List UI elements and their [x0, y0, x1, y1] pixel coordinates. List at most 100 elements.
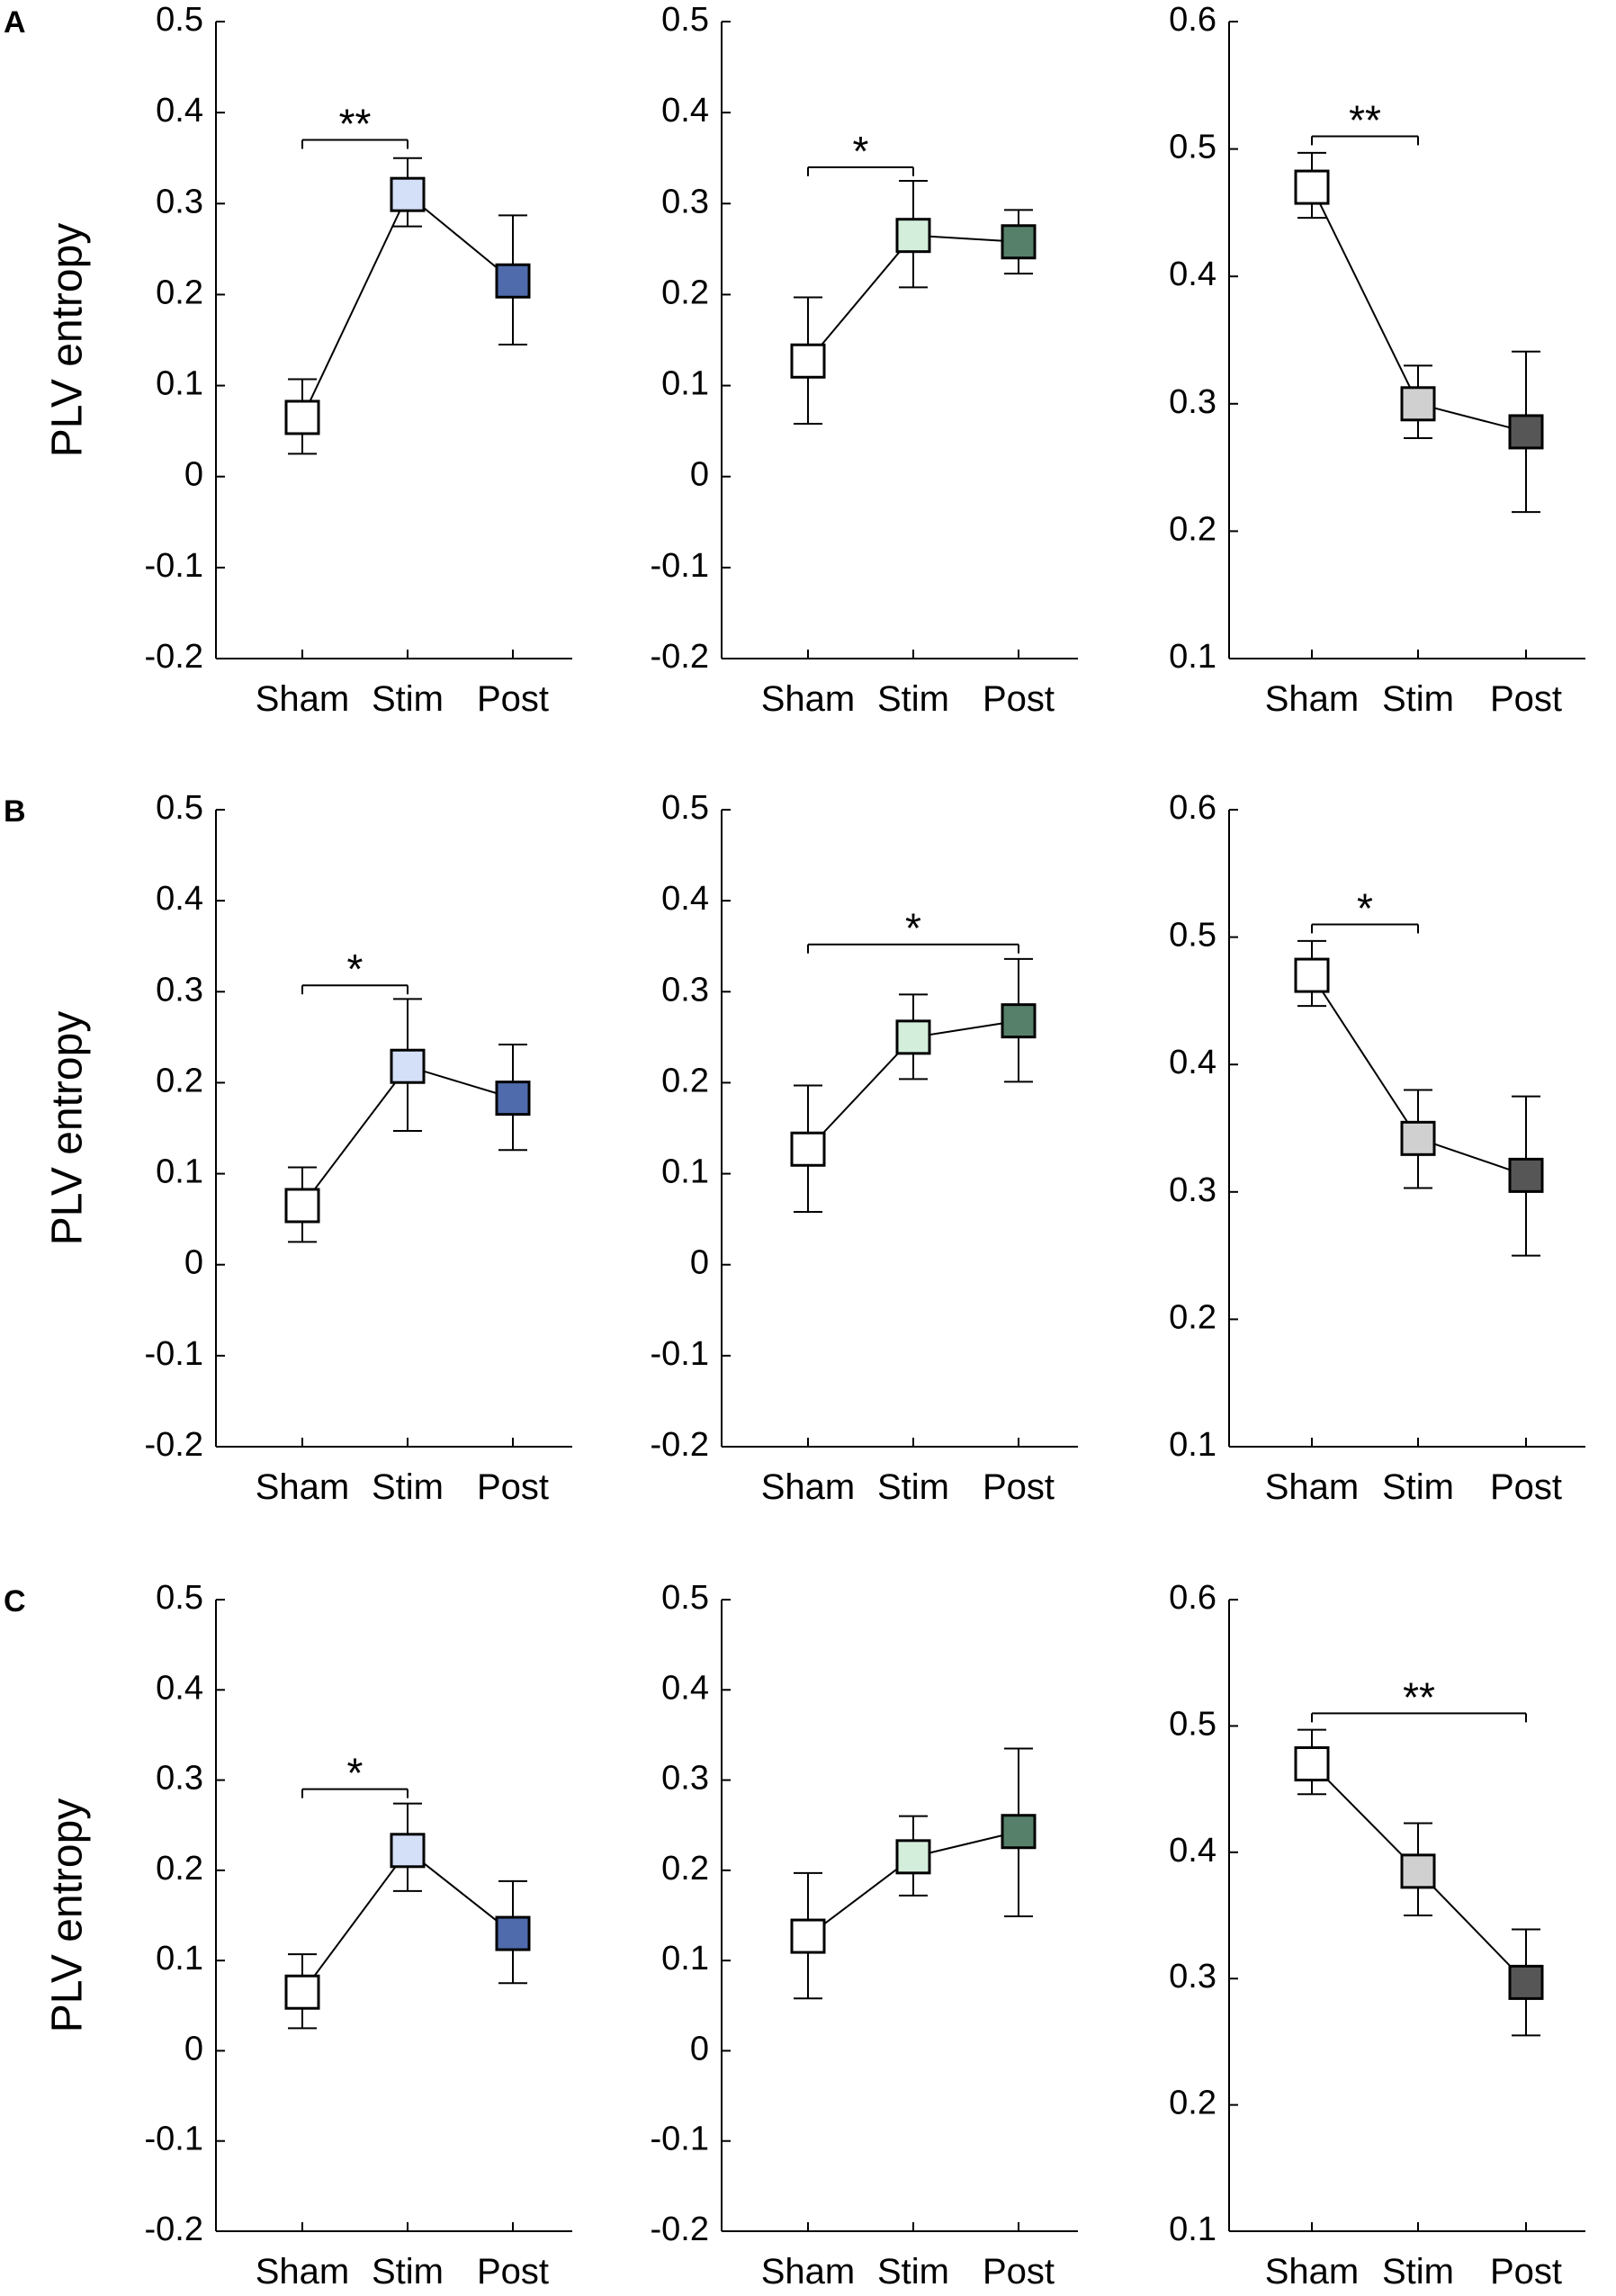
data-point-stim — [895, 1019, 931, 1055]
data-point-stim — [895, 1839, 931, 1875]
data-point-stim — [390, 176, 426, 212]
data-point-stim — [1400, 386, 1436, 422]
y-tick-label: 0.5 — [156, 1, 203, 39]
data-point-post — [1508, 1157, 1544, 1193]
sig-label: * — [905, 905, 921, 952]
y-tick-label: 0.4 — [661, 92, 709, 130]
sig-label: * — [1357, 884, 1373, 931]
series-line — [301, 193, 514, 418]
x-tick-label-stim: Stim — [877, 2252, 949, 2292]
data-point-sham — [790, 343, 826, 379]
data-point-post — [1001, 1003, 1037, 1039]
chart-B-3: 0.1 0.2 0.3 0.4 0.5 0.6 Sham Stim Post * — [1169, 789, 1585, 1507]
panel-label: C — [4, 1584, 26, 1619]
y-tick-label: 0.1 — [661, 1940, 709, 1978]
y-tick-label: 0.2 — [1169, 2085, 1216, 2122]
y-tick-label: 0.2 — [156, 1850, 203, 1888]
row-A: A PLV entropy -0.2 -0.1 0 0.1 0.2 0.3 0.4 0.5 Sham… — [4, 1, 1585, 719]
y-tick-label: 0.2 — [661, 274, 709, 311]
sig-label: * — [347, 946, 364, 992]
data-point-stim — [1400, 1853, 1436, 1889]
data-point-sham — [284, 1188, 320, 1224]
y-tick-label: 0 — [690, 2030, 709, 2067]
chart-C-2: -0.2 -0.1 0 0.1 0.2 0.3 0.4 0.5 Sham Stim Post — [651, 1579, 1078, 2292]
data-point-sham — [284, 399, 320, 435]
sig-label: ** — [1403, 1673, 1435, 1720]
chart-B-2: -0.2 -0.1 0 0.1 0.2 0.3 0.4 0.5 Sham Stim Post * — [651, 789, 1078, 1507]
y-tick-label: 0.5 — [661, 1, 709, 39]
x-tick-label-post: Post — [1490, 1467, 1562, 1507]
y-tick-label: -0.2 — [145, 638, 203, 676]
sig-label: * — [853, 128, 869, 175]
y-tick-label: 0.2 — [661, 1062, 709, 1099]
y-tick-label: 0 — [184, 456, 203, 494]
y-tick-label: 0.6 — [1169, 1579, 1216, 1617]
data-point-stim — [390, 1833, 426, 1869]
y-tick-label: 0.5 — [156, 789, 203, 827]
row-C: C PLV entropy -0.2 -0.1 0 0.1 0.2 0.3 0.4 0.5 Sham… — [4, 1579, 1585, 2292]
x-tick-label-post: Post — [477, 679, 549, 719]
panel-label: A — [4, 5, 26, 40]
y-tick-label: 0.1 — [156, 1940, 203, 1978]
y-tick-label: -0.1 — [145, 547, 203, 585]
data-point-sham — [790, 1918, 826, 1954]
data-point-post — [1001, 224, 1037, 260]
y-tick-label: 0.2 — [156, 274, 203, 311]
y-tick-label: -0.2 — [651, 2211, 709, 2248]
y-tick-label: 0.3 — [1169, 1171, 1216, 1209]
y-tick-label: 0.3 — [156, 1760, 203, 1798]
y-tick-label: -0.1 — [145, 1335, 203, 1373]
y-tick-label: 0.5 — [661, 1579, 709, 1617]
y-tick-label: 0.5 — [1169, 129, 1216, 166]
y-tick-label: 0.5 — [1169, 917, 1216, 955]
chart-A-1: -0.2 -0.1 0 0.1 0.2 0.3 0.4 0.5 Sham Stim Post ** — [145, 1, 572, 719]
chart-C-3: 0.1 0.2 0.3 0.4 0.5 0.6 Sham Stim Post ** — [1169, 1579, 1585, 2292]
data-point-post — [495, 1081, 531, 1117]
y-tick-label: 0.1 — [156, 1153, 203, 1191]
data-point-post — [1508, 1964, 1544, 2000]
y-tick-label: -0.2 — [145, 2211, 203, 2248]
y-tick-label: 0 — [690, 1244, 709, 1282]
y-tick-label: 0.6 — [1169, 1, 1216, 39]
y-tick-label: 0.4 — [1169, 1044, 1216, 1081]
x-tick-label-sham: Sham — [761, 679, 856, 719]
y-tick-label: 0.4 — [661, 880, 709, 918]
data-point-stim — [390, 1048, 426, 1084]
x-tick-label-sham: Sham — [761, 2252, 856, 2292]
row-B: B PLV entropy -0.2 -0.1 0 0.1 0.2 0.3 0.4 0.5 Sham… — [4, 789, 1585, 1507]
x-tick-label-sham: Sham — [1265, 2252, 1360, 2292]
x-tick-label-sham: Sham — [1265, 1467, 1360, 1507]
y-tick-label: 0.2 — [661, 1850, 709, 1888]
data-point-sham — [1294, 1746, 1330, 1782]
x-tick-label-post: Post — [983, 2252, 1055, 2292]
y-tick-label: 0.3 — [1169, 1958, 1216, 1996]
y-tick-label: 0.2 — [156, 1062, 203, 1099]
x-tick-label-stim: Stim — [1382, 679, 1454, 719]
x-tick-label-stim: Stim — [877, 1467, 949, 1507]
data-point-stim — [895, 218, 931, 254]
data-point-sham — [284, 1974, 320, 2010]
y-tick-label: 0.3 — [661, 183, 709, 220]
y-tick-label: 0.1 — [1169, 1426, 1216, 1464]
y-tick-label: 0.1 — [1169, 638, 1216, 676]
chart-A-3: 0.1 0.2 0.3 0.4 0.5 0.6 Sham Stim Post ** — [1169, 1, 1585, 719]
x-tick-label-stim: Stim — [372, 1467, 444, 1507]
chart-B-1: -0.2 -0.1 0 0.1 0.2 0.3 0.4 0.5 Sham Stim Post * — [145, 789, 572, 1507]
data-point-post — [495, 263, 531, 299]
y-tick-label: 0.3 — [661, 1760, 709, 1798]
sig-label: ** — [339, 100, 372, 147]
panel-label: B — [4, 794, 26, 829]
y-tick-label: 0.3 — [661, 971, 709, 1009]
y-tick-label: -0.2 — [145, 1426, 203, 1464]
y-tick-label: 0.4 — [156, 880, 203, 918]
sig-label: ** — [1349, 96, 1381, 143]
data-point-post — [495, 1915, 531, 1951]
y-tick-label: 0.1 — [661, 365, 709, 403]
data-point-sham — [1294, 169, 1330, 205]
x-tick-label-stim: Stim — [1382, 1467, 1454, 1507]
y-tick-label: 0.1 — [661, 1153, 709, 1191]
y-axis-title: PLV entropy — [44, 223, 92, 458]
y-tick-label: -0.1 — [145, 2121, 203, 2158]
sig-label: * — [347, 1750, 364, 1797]
data-point-stim — [1400, 1120, 1436, 1156]
